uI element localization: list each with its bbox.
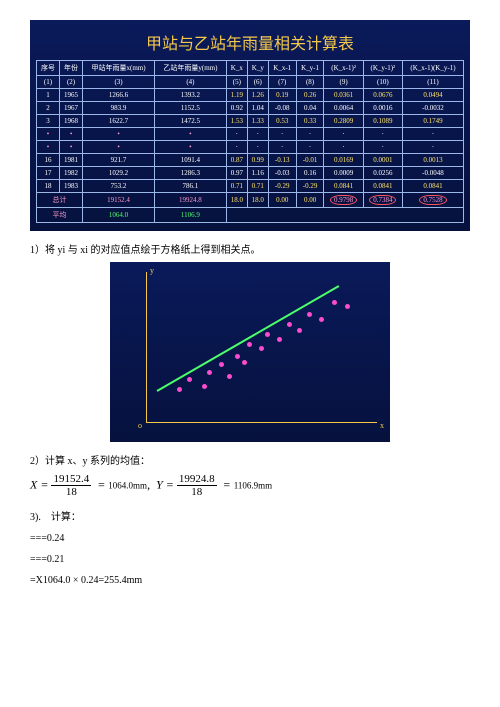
avg-row: 平均 1064.0 1106.9 — [37, 208, 464, 223]
th-year: 年份 — [60, 61, 83, 76]
axis-origin: o — [138, 421, 142, 430]
table-row: 161981921.71091.40.870.99-0.13-0.010.016… — [37, 154, 464, 167]
header-row-2: (1) (2) (3) (4) (5) (6) (7) (8) (9) (10)… — [37, 76, 464, 89]
th-kx1: K_x-1 — [268, 61, 296, 76]
table-row: 319681622.71472.51.531.330.530.330.28090… — [37, 115, 464, 128]
th-kx12: (K_x-1)² — [324, 61, 363, 76]
scatter-point — [227, 374, 232, 379]
scatter-point — [247, 342, 252, 347]
calc-1: ===0.24 — [30, 533, 470, 544]
table-row: 21967983.91152.50.921.04-0.080.040.00640… — [37, 102, 464, 115]
step-2-text: 2）计算 x、y 系列的均值： — [30, 452, 470, 467]
scatter-point — [297, 328, 302, 333]
th-x: 甲站年雨量x(mm) — [83, 61, 155, 76]
th-ky12: (K_y-1)² — [363, 61, 402, 76]
header-row-1: 序号 年份 甲站年雨量x(mm) 乙站年雨量y(mm) K_x K_y K_x-… — [37, 61, 464, 76]
scatter-point — [307, 312, 312, 317]
scatter-point — [207, 370, 212, 375]
scatter-point — [345, 304, 350, 309]
calc-3: =X1064.0 × 0.24=255.4mm — [30, 575, 470, 586]
scatter-point — [287, 322, 292, 327]
slide-title: 甲站与乙站年雨量相关计算表 — [36, 30, 464, 54]
th-ky: K_y — [247, 61, 268, 76]
scatter-point — [177, 387, 182, 392]
scatter-point — [332, 300, 337, 305]
scatter-point — [242, 360, 247, 365]
scatter-point — [319, 317, 324, 322]
correlation-table: 序号 年份 甲站年雨量x(mm) 乙站年雨量y(mm) K_x K_y K_x-… — [36, 60, 464, 223]
table-row: 1719821029.21286.30.971.16-0.030.160.000… — [37, 167, 464, 180]
table-slide: 甲站与乙站年雨量相关计算表 序号 年份 甲站年雨量x(mm) 乙站年雨量y(mm… — [30, 20, 470, 231]
calc-2: ===0.21 — [30, 554, 470, 565]
regression-line — [157, 285, 340, 392]
scatter-point — [277, 337, 282, 342]
table-row: 181983753.2786.10.710.71-0.29-0.290.0841… — [37, 180, 464, 193]
th-kx: K_x — [226, 61, 247, 76]
th-y: 乙站年雨量y(mm) — [154, 61, 226, 76]
scatter-point — [259, 346, 264, 351]
scatter-slide: y o x — [110, 262, 390, 442]
scatter-plot — [146, 272, 377, 423]
scatter-point — [202, 384, 207, 389]
scatter-point — [187, 377, 192, 382]
step-3-text: 3). 计算： — [30, 508, 470, 523]
th-prod: (K_x-1)(K_y-1) — [402, 61, 463, 76]
table-row: 119651266.61393.21.191.260.190.260.03610… — [37, 89, 464, 102]
scatter-point — [235, 354, 240, 359]
sum-row: 总计 19152.4 19924.8 18.0 18.0 0.00 0.00 0… — [37, 193, 464, 208]
scatter-point — [265, 332, 270, 337]
mean-equation: X = 19152.418 = 1064.0mm, Y = 19924.818 … — [30, 473, 470, 498]
axis-x-label: x — [380, 421, 384, 430]
ellipsis-row: •••• ······· — [37, 128, 464, 141]
table-body-2: 161981921.71091.40.870.99-0.13-0.010.016… — [37, 154, 464, 193]
ellipsis-row: •••• ······· — [37, 141, 464, 154]
scatter-point — [219, 362, 224, 367]
th-ky1: K_y-1 — [296, 61, 324, 76]
step-1-text: 1）将 yi 与 xi 的对应值点绘于方格纸上得到相关点。 — [30, 241, 470, 256]
table-body-1: 119651266.61393.21.191.260.190.260.03610… — [37, 89, 464, 128]
th-idx: 序号 — [37, 61, 60, 76]
